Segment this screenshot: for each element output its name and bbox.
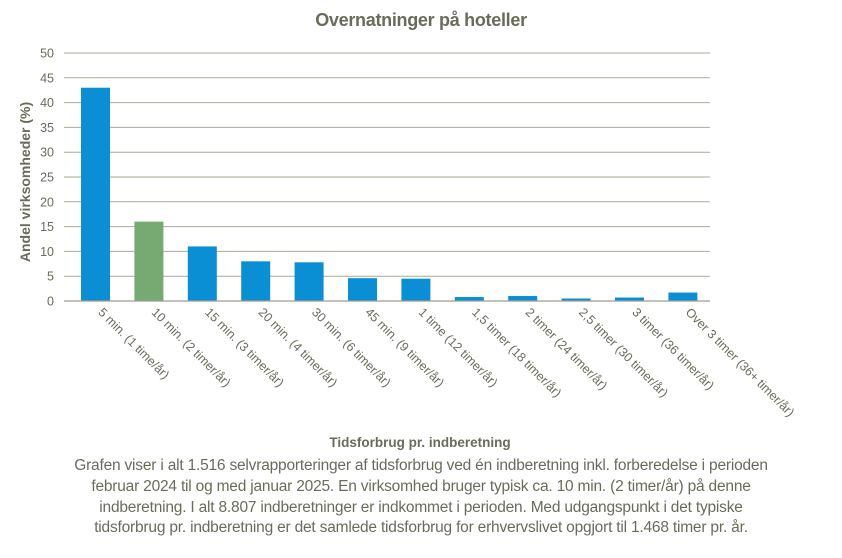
chart-footnote: Grafen viser i alt 1.516 selvrapporterin… [0, 456, 842, 539]
y-tick-label: 5 [47, 270, 54, 284]
bar [615, 297, 644, 301]
footnote-line: februar 2024 til og med januar 2025. En … [91, 477, 751, 495]
chart-canvas: Overnatninger på hoteller 0 5 10 15 20 25 30 35… [17, 10, 797, 450]
bar [348, 278, 377, 301]
y-tick-label: 20 [40, 195, 54, 209]
y-tick-label: 35 [40, 121, 54, 135]
x-axis-title: Tidsforbrug pr. indberetning [329, 435, 510, 450]
y-tick-label: 40 [40, 96, 54, 110]
x-tick-label: Over 3 timer (36+ timer/år) [683, 305, 797, 419]
bar [81, 87, 110, 301]
y-tick-label: 15 [40, 220, 54, 234]
y-axis-title: Andel virksomheder (%) [17, 102, 33, 262]
y-tick-label: 0 [47, 295, 54, 309]
footnote-line: tidsforbrug pr. indberetning er det saml… [94, 519, 748, 537]
chart-title: Overnatninger på hoteller [315, 10, 527, 30]
x-axis-tick-labels: 5 min. (1 time/år)10 min. (2 timer/år)15… [95, 305, 797, 419]
footnote-line: indberetning. I alt 8.807 indberetninger… [99, 498, 743, 516]
y-tick-label: 30 [40, 146, 54, 160]
bar [401, 278, 431, 301]
gridlines [64, 52, 710, 277]
bar [187, 246, 217, 301]
bar-chart: Overnatninger på hoteller 0 5 10 15 20 25 30 35… [17, 10, 797, 450]
bar [134, 221, 164, 301]
bar [241, 261, 271, 301]
bar [668, 292, 698, 301]
bar-series [81, 87, 698, 301]
footnote-line: Grafen viser i alt 1.516 selvrapporterin… [74, 457, 768, 474]
bar [508, 296, 538, 301]
bar [454, 297, 484, 301]
x-tick-label: 2,5 timer (30 timer/år) [576, 305, 671, 400]
bar [294, 262, 324, 301]
y-tick-label: 25 [40, 171, 54, 185]
y-axis-tick-labels: 0 5 10 15 20 25 30 35 40 45 50 [40, 47, 54, 309]
y-tick-label: 10 [40, 245, 54, 259]
bar [561, 298, 591, 301]
y-tick-label: 45 [40, 71, 54, 85]
y-tick-label: 50 [40, 47, 54, 61]
x-tick-label: 1,5 timer (18 timer/år) [469, 305, 564, 400]
